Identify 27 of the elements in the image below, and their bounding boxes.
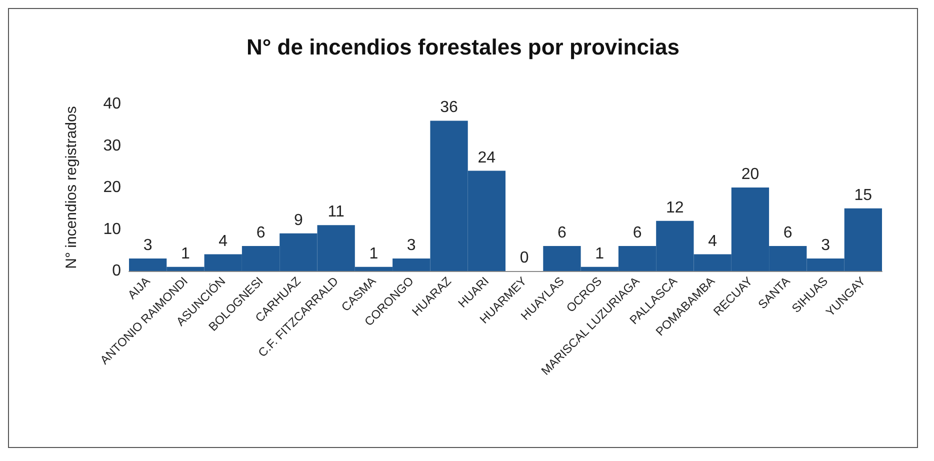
data-label: 15 (854, 186, 872, 204)
data-label: 1 (181, 245, 190, 262)
data-label: 6 (558, 224, 567, 242)
data-label: 4 (708, 232, 718, 250)
data-label: 3 (406, 236, 416, 254)
data-label: 3 (143, 236, 152, 254)
data-label: 6 (256, 224, 266, 242)
data-label: 1 (595, 245, 604, 262)
y-tick-label: 0 (112, 262, 122, 280)
data-label: 36 (440, 99, 458, 116)
data-label: 24 (478, 149, 496, 166)
y-axis-title: N° incendios registrados (63, 106, 80, 269)
y-tick-label: 20 (103, 179, 122, 196)
data-label: 11 (328, 204, 344, 221)
y-tick-label: 30 (103, 137, 122, 154)
data-label: 9 (294, 212, 303, 229)
data-label: 20 (741, 166, 760, 183)
y-tick-label: 40 (103, 96, 122, 112)
data-label: 0 (520, 250, 529, 266)
data-label: 4 (218, 232, 228, 250)
data-label: 12 (666, 199, 684, 216)
chart-title: N° de incendios forestales por provincias (246, 34, 680, 60)
data-label: 1 (369, 245, 378, 262)
y-tick-label: 10 (103, 220, 122, 238)
data-label: 3 (821, 236, 830, 254)
data-label: 6 (783, 224, 792, 242)
data-label: 6 (632, 224, 642, 242)
